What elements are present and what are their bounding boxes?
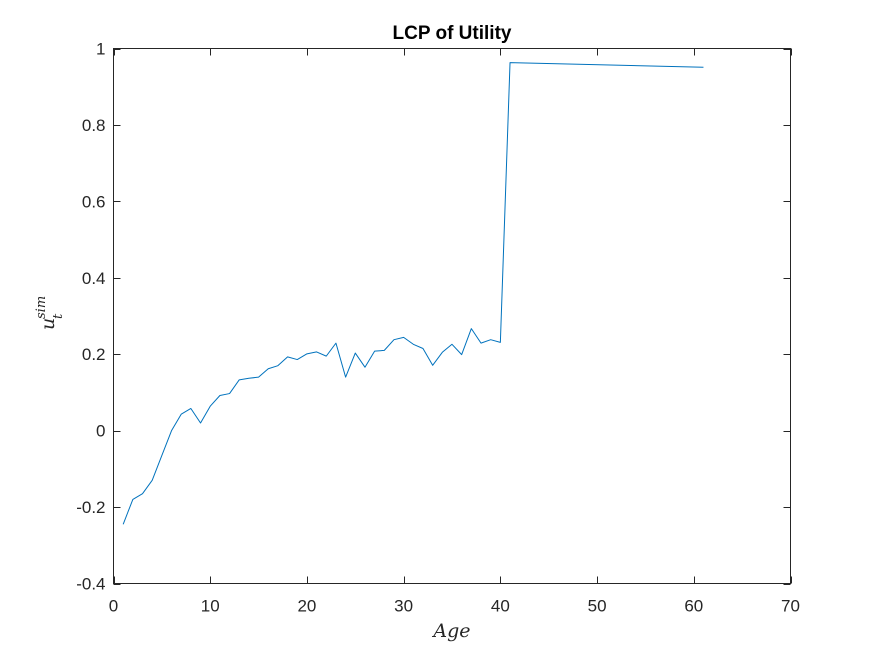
y-axis-ticks: -0.4 -0.2 0 0.2 0.4 0.6 0.8 1 xyxy=(76,40,791,594)
series-layer xyxy=(122,62,704,525)
y-tick-label: 1 xyxy=(96,40,105,59)
y-axis-label-superscript: sim xyxy=(34,296,49,319)
y-tick-label: 0.4 xyxy=(82,269,106,288)
x-tick-label: 0 xyxy=(109,597,118,616)
y-axis-label-subscript: t xyxy=(51,313,66,319)
x-axis-label: Age xyxy=(431,620,470,642)
x-tick-label: 50 xyxy=(588,597,607,616)
x-tick-label: 70 xyxy=(781,597,800,616)
y-tick-label: 0.8 xyxy=(82,116,106,135)
y-tick-label: 0 xyxy=(96,422,105,441)
y-tick-label: -0.4 xyxy=(76,575,105,594)
x-axis-ticks: 0 10 20 30 40 50 60 70 xyxy=(109,48,800,616)
y-tick-label: 0.6 xyxy=(82,192,106,211)
chart-title: LCP of Utility xyxy=(393,23,512,44)
y-axis-label-base: u xyxy=(37,318,59,330)
x-tick-label: 20 xyxy=(297,597,316,616)
y-axis-label: u sim t xyxy=(34,296,66,330)
y-tick-label: 0.2 xyxy=(82,345,106,364)
x-tick-label: 30 xyxy=(394,597,413,616)
plot-area-box xyxy=(113,48,791,584)
x-tick-label: 10 xyxy=(201,597,220,616)
x-tick-label: 60 xyxy=(684,597,703,616)
y-tick-label: -0.2 xyxy=(76,498,105,517)
series-line xyxy=(122,62,704,525)
x-tick-label: 40 xyxy=(491,597,510,616)
